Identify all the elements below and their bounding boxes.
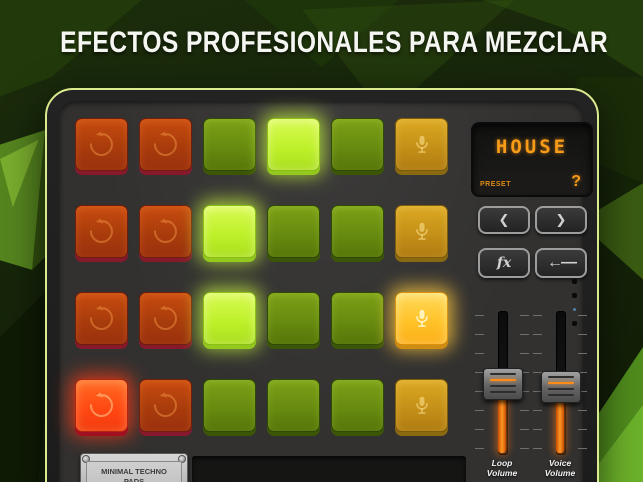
pad-red[interactable] <box>75 205 128 258</box>
fx-label: fx <box>496 255 512 271</box>
mic-icon <box>415 222 428 240</box>
pad-grid <box>75 118 448 432</box>
slider-label: Voice Volume <box>525 458 595 479</box>
mic-icon <box>415 309 428 327</box>
mic-icon <box>415 396 428 414</box>
help-icon[interactable]: ? <box>571 173 581 190</box>
slider-fill <box>498 394 506 453</box>
loop-icon <box>149 215 182 248</box>
slider-label-line2: Volume <box>544 467 576 478</box>
slider-handle[interactable] <box>541 371 581 403</box>
slider-label-line1: Voice <box>548 458 572 468</box>
equalizer-bars <box>198 474 395 482</box>
next-preset-button[interactable]: ❯ <box>535 206 587 234</box>
preset-plate: MINIMAL TECHNO PADS <box>80 453 188 482</box>
loop-icon <box>149 302 182 335</box>
loop-icon <box>149 128 182 161</box>
pad-yellow-active[interactable] <box>395 292 448 345</box>
slider-ticks <box>475 315 484 449</box>
pad-green[interactable] <box>203 379 256 432</box>
dj-pad-device: HOUSE PRESET ? ❮ ❯ fx ← — Loop Volume <box>45 88 599 482</box>
pad-yellow[interactable] <box>395 205 448 258</box>
page-title: EFECTOS PROFESIONALES PARA MEZCLAR <box>0 26 643 60</box>
pad-green[interactable] <box>267 292 320 345</box>
pad-green[interactable] <box>267 205 320 258</box>
device-panel: HOUSE PRESET ? ❮ ❯ fx ← — Loop Volume <box>59 101 593 482</box>
pad-green[interactable] <box>331 118 384 171</box>
chevron-left-icon: ❮ <box>498 212 510 227</box>
loop-volume-slider[interactable]: Loop Volume <box>467 311 537 481</box>
pad-red[interactable] <box>75 292 128 345</box>
pad-green[interactable] <box>331 379 384 432</box>
tap-back-button[interactable]: ← — <box>535 248 587 278</box>
pad-red[interactable] <box>139 205 192 258</box>
equalizer-display <box>192 456 466 482</box>
voice-volume-slider[interactable]: Voice Volume <box>525 311 595 481</box>
side-led <box>573 308 576 311</box>
pad-green[interactable] <box>331 205 384 258</box>
plate-line2: PADS <box>123 477 145 482</box>
preset-plate-text: MINIMAL TECHNO PADS <box>86 461 182 482</box>
pad-yellow[interactable] <box>395 379 448 432</box>
pad-red[interactable] <box>139 118 192 171</box>
loop-icon <box>85 128 118 161</box>
plate-line1: MINIMAL TECHNO <box>101 467 167 476</box>
pad-green[interactable] <box>267 379 320 432</box>
preset-name: HOUSE <box>495 136 569 158</box>
side-port <box>572 321 577 326</box>
slider-label-line1: Loop <box>491 458 513 468</box>
pad-lime-active[interactable] <box>203 292 256 345</box>
pad-red[interactable] <box>139 379 192 432</box>
slider-fill <box>556 397 564 453</box>
pad-red[interactable] <box>75 118 128 171</box>
slider-label-line2: Volume <box>486 467 518 478</box>
slider-ticks <box>533 315 542 449</box>
pad-lime-active[interactable] <box>267 118 320 171</box>
slider-label: Loop Volume <box>467 458 537 479</box>
left-arrow-icon: ← <box>547 254 563 271</box>
pad-yellow[interactable] <box>395 118 448 171</box>
screw-icon <box>178 455 186 463</box>
side-port <box>572 279 577 284</box>
loop-icon <box>85 389 118 422</box>
slider-ticks <box>520 315 529 449</box>
loop-icon <box>85 302 118 335</box>
side-port <box>572 293 577 298</box>
preset-label: PRESET <box>480 181 512 188</box>
loop-icon <box>85 215 118 248</box>
page-title-text: EFECTOS PROFESIONALES PARA MEZCLAR <box>60 26 609 59</box>
chevron-right-icon: ❯ <box>555 212 567 227</box>
mic-icon <box>415 135 428 153</box>
prev-preset-button[interactable]: ❮ <box>478 206 530 234</box>
pad-red[interactable] <box>139 292 192 345</box>
pad-lime-active[interactable] <box>203 205 256 258</box>
fx-button[interactable]: fx <box>478 248 530 278</box>
slider-handle[interactable] <box>483 368 523 400</box>
pad-red-active[interactable] <box>75 379 128 432</box>
preset-display: HOUSE PRESET ? <box>471 122 593 197</box>
pad-green[interactable] <box>203 118 256 171</box>
loop-icon <box>149 389 182 422</box>
pad-green[interactable] <box>331 292 384 345</box>
slider-ticks <box>578 315 587 449</box>
